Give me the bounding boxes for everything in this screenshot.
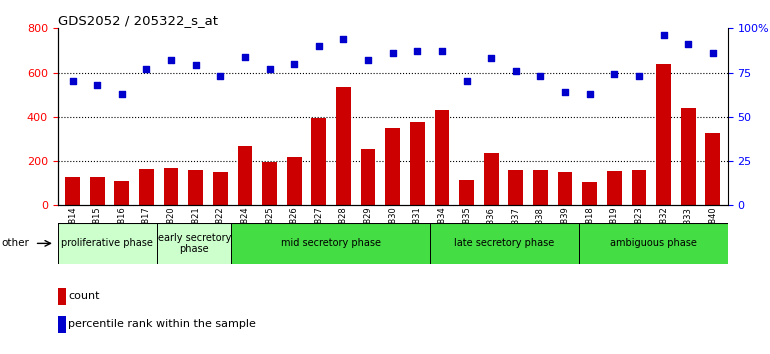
Text: count: count (69, 291, 100, 301)
Point (510, 68, 522, 74)
Point (584, 91, 596, 97)
Point (313, 43, 325, 49)
Point (116, 91, 128, 97)
Text: percentile rank within the sample: percentile rank within the sample (69, 319, 256, 329)
Bar (311, 118, 326, 205)
Bar (681, 108, 695, 205)
Bar (336, 87, 351, 205)
Bar (434, 110, 450, 205)
Point (485, 56, 497, 61)
Text: ambiguous phase: ambiguous phase (610, 238, 697, 249)
Bar (139, 169, 154, 205)
Point (411, 48, 424, 54)
Bar (360, 149, 376, 205)
Point (387, 50, 399, 56)
Point (608, 72, 621, 77)
Point (658, 33, 670, 38)
Text: early secretory
phase: early secretory phase (158, 233, 231, 254)
Point (707, 50, 719, 56)
Text: mid secretory phase: mid secretory phase (281, 238, 380, 249)
Text: proliferative phase: proliferative phase (62, 238, 153, 249)
Bar (410, 122, 425, 205)
Bar (656, 64, 671, 205)
FancyBboxPatch shape (232, 223, 430, 264)
Point (239, 54, 251, 59)
Bar (286, 156, 302, 205)
Bar (508, 170, 524, 205)
Bar (58, 316, 65, 333)
Bar (557, 172, 572, 205)
Bar (164, 168, 179, 205)
Point (140, 66, 152, 72)
Point (214, 73, 226, 79)
Point (534, 73, 547, 79)
Text: other: other (2, 238, 29, 249)
Bar (385, 128, 400, 205)
Point (189, 63, 202, 68)
Point (460, 79, 473, 84)
Point (559, 89, 571, 95)
Bar (115, 181, 129, 205)
FancyBboxPatch shape (58, 223, 157, 264)
Text: late secretory phase: late secretory phase (454, 238, 554, 249)
Bar (582, 182, 597, 205)
FancyBboxPatch shape (579, 223, 728, 264)
Bar (58, 288, 65, 305)
Bar (213, 172, 228, 205)
Bar (262, 162, 277, 205)
Bar (484, 153, 499, 205)
Point (436, 48, 448, 54)
Point (66, 79, 79, 84)
FancyBboxPatch shape (430, 223, 579, 264)
Text: GDS2052 / 205322_s_at: GDS2052 / 205322_s_at (58, 14, 218, 27)
Bar (189, 170, 203, 205)
Bar (65, 177, 80, 205)
Bar (459, 180, 474, 205)
Bar (237, 145, 253, 205)
Bar (533, 170, 548, 205)
Point (633, 73, 645, 79)
Point (362, 57, 374, 63)
Point (288, 61, 300, 67)
Bar (607, 171, 621, 205)
Point (682, 41, 695, 47)
Point (165, 57, 177, 63)
Bar (705, 133, 720, 205)
Point (337, 36, 350, 42)
FancyBboxPatch shape (157, 223, 232, 264)
Point (263, 66, 276, 72)
Bar (631, 170, 646, 205)
Bar (90, 177, 105, 205)
Point (91, 82, 103, 88)
